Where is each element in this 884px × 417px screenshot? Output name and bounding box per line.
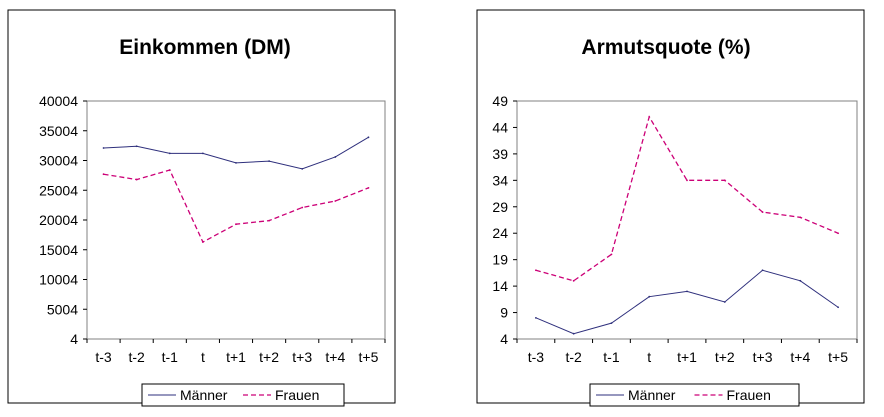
data-point	[648, 115, 651, 118]
chart-title: Armutsquote (%)	[581, 36, 750, 59]
x-tick-label: t-1	[603, 349, 620, 365]
x-tick-label: t+1	[677, 349, 697, 365]
y-tick-label: 15004	[39, 242, 78, 258]
x-tick-label: t+2	[715, 349, 735, 365]
data-point	[610, 253, 613, 256]
x-tick-label: t-2	[565, 349, 582, 365]
data-point	[268, 160, 271, 163]
data-point	[572, 279, 575, 282]
y-tick-label: 39	[492, 146, 508, 162]
legend-label-frauen: Frauen	[727, 387, 771, 403]
x-tick-label: t+4	[790, 349, 810, 365]
data-point	[837, 232, 840, 235]
data-point	[268, 219, 271, 222]
y-tick-label: 10004	[39, 272, 78, 288]
data-point	[235, 223, 237, 226]
y-tick-label: 19	[492, 252, 508, 268]
data-point	[686, 179, 688, 182]
chart-einkommen: Einkommen (DM) 40004 35004 30004 25004 20004 1…	[7, 9, 396, 407]
data-point	[723, 301, 726, 303]
data-point	[334, 156, 337, 158]
y-tick-label: 14	[492, 278, 508, 294]
data-point	[837, 306, 840, 309]
y-tick-label: 44	[492, 119, 508, 135]
y-tick-label: 24	[492, 225, 508, 241]
data-point	[367, 186, 370, 189]
y-tick-label: 40004	[39, 93, 78, 109]
chart-title: Einkommen (DM)	[119, 36, 291, 59]
data-point	[301, 206, 304, 209]
data-point	[761, 269, 764, 272]
data-point	[534, 316, 537, 319]
data-point	[135, 178, 138, 181]
data-point	[135, 145, 138, 148]
data-point	[761, 211, 764, 213]
y-tick-label: 35004	[39, 123, 78, 139]
chart-frame	[7, 9, 396, 404]
data-point	[301, 167, 304, 170]
y-tick-label: 30004	[39, 153, 78, 169]
data-point	[572, 332, 575, 335]
x-tick-label: t+2	[259, 349, 279, 365]
y-tick-label: 5004	[47, 301, 78, 317]
data-point	[168, 169, 171, 171]
x-tick-label: t+4	[325, 349, 345, 365]
data-point	[534, 269, 537, 272]
data-point	[168, 152, 171, 155]
x-tick-label: t+5	[359, 349, 379, 365]
y-tick-label: 34	[492, 172, 508, 188]
x-tick-label: t-3	[528, 349, 545, 365]
data-point	[201, 152, 204, 155]
data-point	[799, 279, 802, 282]
y-tick-label: 25004	[39, 182, 78, 198]
data-point	[799, 216, 802, 219]
y-tick-label: 49	[492, 93, 508, 109]
x-tick-label: t	[647, 349, 651, 365]
data-point	[367, 136, 370, 139]
y-tick-label: 4	[500, 331, 508, 347]
data-point	[334, 200, 337, 202]
data-point	[686, 290, 688, 293]
data-point	[235, 162, 237, 164]
plot-area	[516, 100, 858, 340]
x-tick-label: t+5	[828, 349, 848, 365]
x-tick-label: t+3	[292, 349, 312, 365]
x-tick-label: t	[201, 349, 205, 365]
y-tick-label: 20004	[39, 212, 78, 228]
legend-label-maenner: Männer	[628, 387, 676, 403]
data-point	[723, 179, 726, 182]
y-tick-label: 4	[70, 331, 78, 347]
x-tick-label: t+1	[226, 349, 246, 365]
data-point	[648, 295, 651, 298]
chart-armutsquote: Armutsquote (%) 49 44 39 34 29 24 19 14 9 4 t-3 t-2 t…	[476, 9, 865, 407]
data-point	[610, 322, 613, 325]
x-tick-label: t-1	[162, 349, 179, 365]
chart-frame	[476, 9, 865, 404]
legend-label-frauen: Frauen	[275, 387, 319, 403]
x-tick-label: t-3	[95, 349, 112, 365]
data-point	[102, 173, 105, 176]
y-tick-label: 29	[492, 199, 508, 215]
x-tick-label: t-2	[128, 349, 145, 365]
legend-label-maenner: Männer	[180, 387, 228, 403]
y-tick-label: 9	[500, 305, 508, 321]
x-tick-label: t+3	[753, 349, 773, 365]
data-point	[201, 241, 204, 243]
data-point	[102, 147, 105, 149]
